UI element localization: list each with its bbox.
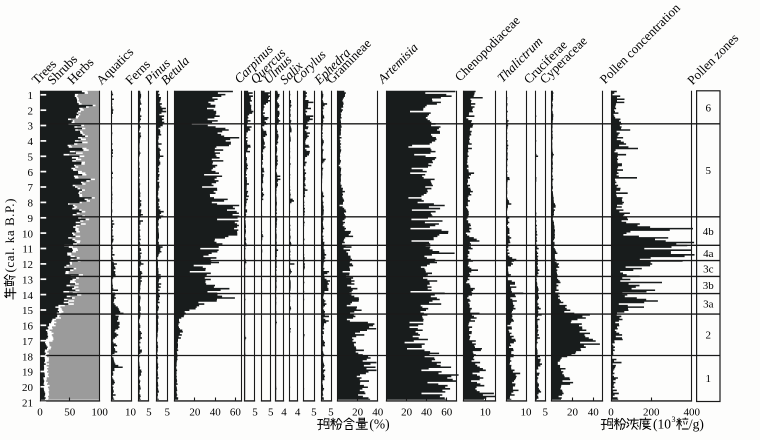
svg-text:/g): /g) [689,417,704,432]
svg-text:10: 10 [480,406,492,418]
svg-text:21: 21 [22,397,33,409]
svg-text:4: 4 [295,406,301,418]
svg-text:17: 17 [22,336,34,348]
svg-text:20: 20 [22,382,34,394]
svg-text:5: 5 [146,406,152,418]
svg-text:19: 19 [22,367,34,379]
svg-text:5: 5 [28,152,34,164]
svg-text:6: 6 [706,102,712,114]
svg-text:15: 15 [22,305,34,317]
svg-text:20: 20 [567,406,579,418]
svg-text:5: 5 [252,406,258,418]
svg-text:3b: 3b [703,280,715,292]
svg-text:2: 2 [28,105,34,117]
svg-text:13: 13 [22,274,34,286]
svg-text:5: 5 [164,406,170,418]
svg-text:4: 4 [281,406,287,418]
svg-text:11: 11 [22,244,33,256]
svg-text:10: 10 [125,406,137,418]
svg-text:10: 10 [521,406,533,418]
svg-text:2: 2 [706,330,712,342]
svg-text:20: 20 [352,406,364,418]
svg-text:3: 3 [28,121,34,133]
svg-text:20: 20 [401,406,413,418]
svg-text:1: 1 [706,373,712,385]
svg-text:7: 7 [28,182,34,194]
svg-text:5: 5 [706,165,712,177]
svg-text:0: 0 [608,406,614,418]
svg-text:3a: 3a [703,299,714,311]
svg-text:4: 4 [28,136,34,148]
svg-text:9: 9 [28,213,34,225]
svg-text:40: 40 [210,406,222,418]
svg-text:1: 1 [28,90,34,102]
svg-text:3c: 3c [703,263,714,275]
svg-text:10: 10 [22,228,34,240]
svg-text:5: 5 [328,406,334,418]
svg-text:20: 20 [189,406,201,418]
svg-text:60: 60 [230,406,242,418]
svg-text:(cal. ka B.P.): (cal. ka B.P.) [2,198,17,273]
svg-text:5: 5 [311,406,317,418]
svg-text:3: 3 [672,415,676,424]
svg-text:40: 40 [421,406,433,418]
svg-text:(10: (10 [653,417,671,432]
svg-text:18: 18 [22,351,34,363]
svg-text:40: 40 [588,406,600,418]
svg-text:(%): (%) [369,417,389,432]
svg-text:6: 6 [28,167,34,179]
svg-text:100: 100 [91,406,108,418]
svg-text:12: 12 [22,259,33,271]
svg-text:16: 16 [22,321,34,333]
svg-text:60: 60 [441,406,453,418]
svg-text:5: 5 [542,406,548,418]
svg-text:4b: 4b [703,226,715,238]
svg-text:4a: 4a [703,248,714,260]
svg-text:14: 14 [22,290,34,302]
svg-text:5: 5 [268,406,274,418]
svg-text:8: 8 [28,198,34,210]
svg-text:0: 0 [37,406,43,418]
svg-text:50: 50 [64,406,76,418]
